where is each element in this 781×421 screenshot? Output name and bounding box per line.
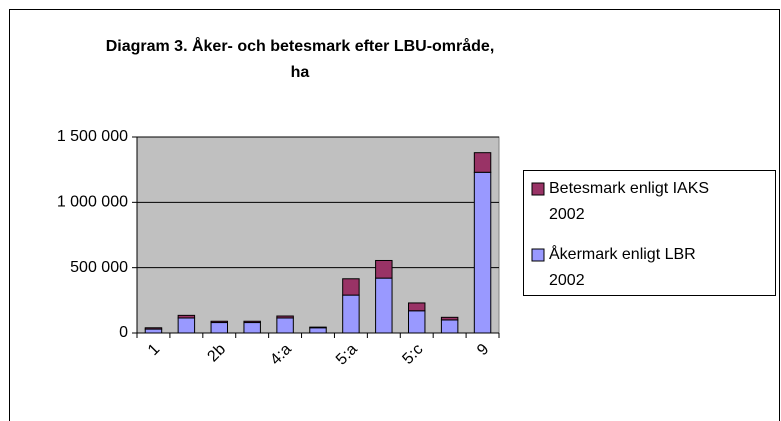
bar-segment [342, 278, 360, 296]
y-tick-label: 500 000 [70, 259, 128, 276]
bar-segment [276, 315, 294, 319]
legend [523, 170, 776, 296]
legend-label: 2002 [549, 272, 585, 289]
bar-segment [473, 152, 492, 173]
y-tick-label: 1 000 000 [57, 194, 128, 211]
legend-label: Betesmark enligt IAKS [549, 180, 709, 197]
bar-segment [473, 171, 492, 334]
y-tick-label: 1 500 000 [57, 128, 128, 145]
bar-segment [276, 317, 294, 334]
bar-segment [309, 326, 327, 329]
bar-segment [243, 320, 261, 324]
y-tick-label: 0 [119, 324, 128, 341]
bar-segment [243, 322, 261, 334]
legend-swatch [531, 248, 545, 262]
bar-segment [408, 302, 426, 312]
chart-title: ha [291, 64, 310, 81]
bar-segment [210, 320, 229, 324]
plot-area [136, 136, 500, 334]
bar-segment [342, 294, 360, 334]
bar-segment [408, 310, 426, 334]
bar-segment [210, 322, 229, 334]
bar-segment [309, 327, 327, 334]
legend-swatch [531, 182, 545, 196]
bar-segment [375, 259, 393, 279]
bar-segment [144, 328, 163, 334]
legend-label: 2002 [549, 206, 585, 223]
bar-segment [440, 316, 459, 321]
bar-segment [177, 314, 196, 319]
legend-label: Åkermark enligt LBR [549, 244, 696, 263]
chart-title: Diagram 3. Åker- och betesmark efter LBU… [106, 36, 495, 55]
bar-segment [375, 277, 393, 334]
bar-segment [144, 327, 163, 330]
bar-segment [177, 317, 196, 334]
bar-segment [440, 319, 459, 334]
